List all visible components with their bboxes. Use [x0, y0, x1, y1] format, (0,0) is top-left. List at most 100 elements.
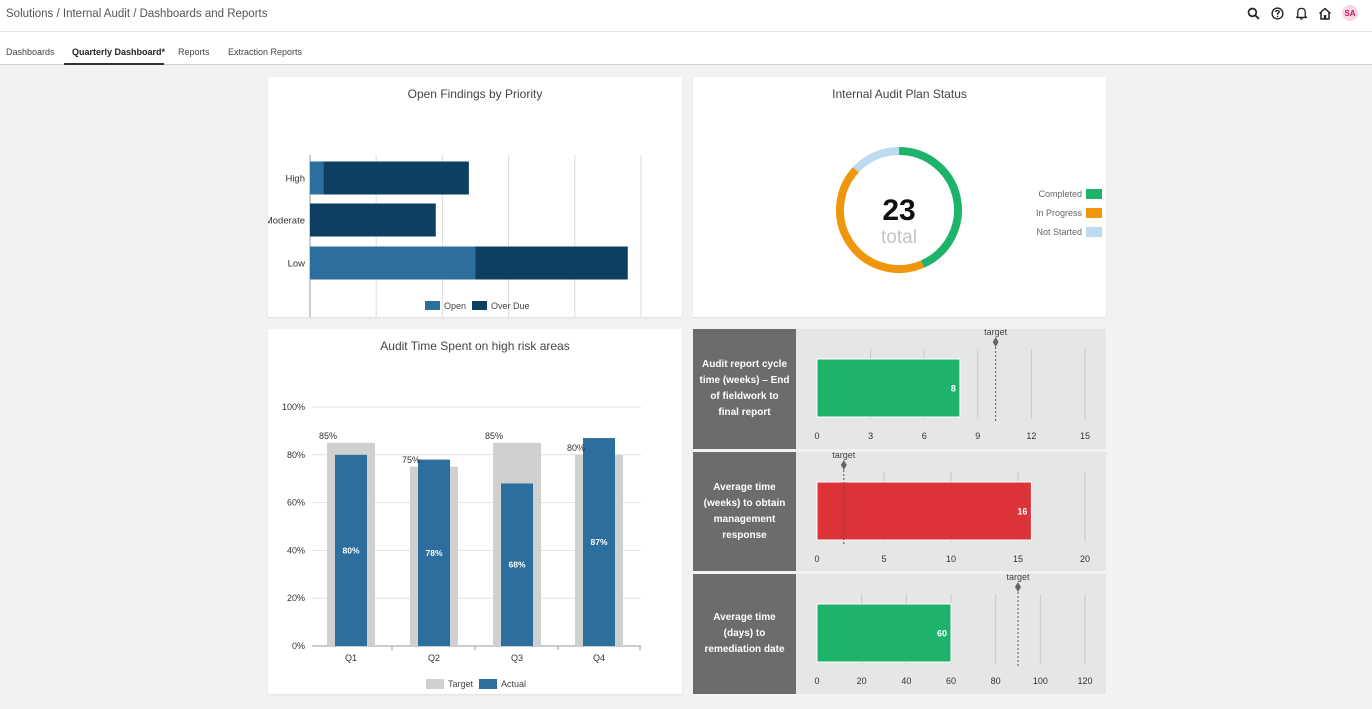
help-icon[interactable]	[1270, 6, 1284, 20]
kpi-target-label: target	[1006, 574, 1030, 582]
legend-overdue-label: Over Due	[491, 301, 530, 311]
kpi-response-chart: 0 5 10 15 20 16 target	[814, 452, 1090, 564]
target-data-label: 80%	[567, 443, 585, 453]
time-y-tick-label: 0%	[292, 641, 305, 651]
kpi-response-card: Average time (weeks) to obtain managemen…	[693, 452, 1106, 571]
avatar[interactable]: SA	[1342, 5, 1358, 21]
time-x-tick-label: Q1	[345, 653, 357, 663]
tab-bar: Dashboards Quarterly Dashboard* Reports …	[0, 32, 1372, 65]
actual-data-label: 87%	[590, 537, 607, 547]
findings-category-label: Moderate	[268, 216, 305, 227]
donut-notstarted-segment	[852, 147, 900, 173]
kpi-x-tick-label: 40	[901, 676, 911, 686]
top-bar: Solutions / Internal Audit / Dashboards …	[0, 0, 1372, 32]
kpi-x-tick-label: 20	[857, 676, 867, 686]
kpi-remediation-card: Average time (days) to remediation date …	[693, 574, 1106, 694]
bell-icon[interactable]	[1294, 6, 1308, 20]
kpi-value-label: 60	[937, 629, 947, 639]
kpi-x-tick-label: 5	[881, 554, 886, 564]
kpi-x-tick-label: 60	[946, 676, 956, 686]
donut-inprogress-segment	[836, 167, 925, 273]
legend-completed-swatch	[1086, 189, 1102, 199]
kpi-cycle-card: Audit report cycle time (weeks) – End of…	[693, 329, 1106, 449]
legend-not-started-label: Not Started	[1036, 227, 1082, 237]
actual-bar	[335, 454, 367, 646]
actual-bar	[501, 483, 533, 646]
tab-extraction-reports[interactable]: Extraction Reports	[228, 47, 303, 57]
findings-chart: 01020304050HighModerateLowOpenOver Due	[268, 155, 642, 317]
home-icon[interactable]	[1318, 6, 1332, 20]
findings-category-label: High	[285, 174, 305, 185]
findings-card: Open Findings by Priority 01020304050Hig…	[268, 77, 682, 317]
time-y-tick-label: 20%	[287, 593, 305, 603]
plan-status-chart-title: Internal Audit Plan Status	[832, 87, 967, 101]
time-y-tick-label: 60%	[287, 498, 305, 508]
legend-overdue-swatch	[472, 301, 487, 310]
findings-chart-title: Open Findings by Priority	[407, 87, 543, 101]
tab-dashboards[interactable]: Dashboards	[6, 47, 55, 57]
findings-overdue-bar	[323, 161, 469, 195]
kpi-response-label: Average time (weeks) to obtain managemen…	[693, 452, 796, 571]
header-icons: SA	[1246, 5, 1358, 21]
donut-total-value: 23	[882, 194, 915, 227]
kpi-x-tick-label: 15	[1080, 431, 1090, 441]
kpi-x-tick-label: 12	[1026, 431, 1036, 441]
tab-quarterly-dashboard[interactable]: Quarterly Dashboard*	[72, 47, 166, 57]
target-data-label: 75%	[402, 455, 420, 465]
kpi-target-marker	[1015, 582, 1021, 592]
findings-overdue-bar	[310, 203, 436, 237]
kpi-x-tick-label: 15	[1013, 554, 1023, 564]
time-spent-chart: 0% 20% 40% 60% 80% 100% 85% 80% Q1 75% 78% Q2 85% 68%…	[282, 402, 641, 689]
kpi-target-label: target	[984, 329, 1008, 337]
kpi-x-tick-label: 20	[1080, 554, 1090, 564]
legend-target-swatch	[426, 679, 444, 689]
kpi-x-tick-label: 0	[814, 431, 819, 441]
kpi-remediation-chart: 0 20 40 60 80 100 120 60 target	[814, 574, 1092, 686]
findings-open-bar	[310, 161, 324, 195]
kpi-target-marker	[992, 337, 999, 347]
kpi-cycle-label: Audit report cycle time (weeks) – End of…	[693, 329, 796, 449]
time-y-tick-label: 40%	[287, 545, 305, 555]
kpi-remediation-label: Average time (days) to remediation date	[693, 574, 796, 694]
time-y-tick-label: 100%	[282, 402, 305, 412]
kpi-target-label: target	[832, 452, 856, 460]
actual-data-label: 80%	[342, 545, 359, 555]
kpi-x-tick-label: 100	[1033, 676, 1048, 686]
active-tab-indicator	[64, 63, 164, 65]
findings-category-label: Low	[288, 259, 306, 270]
kpi-target-marker	[840, 460, 847, 470]
time-x-tick-label: Q3	[511, 653, 523, 663]
donut-total-label: total	[881, 227, 917, 248]
legend-not-started-swatch	[1086, 227, 1102, 237]
search-icon[interactable]	[1246, 6, 1260, 20]
target-data-label: 85%	[319, 431, 337, 441]
time-spent-card: Audit Time Spent on high risk areas 0% 20…	[268, 329, 682, 694]
time-y-tick-label: 80%	[287, 450, 305, 460]
findings-overdue-bar	[475, 246, 628, 280]
kpi-value-bar	[816, 481, 1032, 541]
kpi-x-tick-label: 120	[1077, 676, 1092, 686]
legend-actual-label: Actual	[501, 679, 526, 689]
kpi-x-tick-label: 3	[868, 431, 873, 441]
target-data-label: 85%	[485, 431, 503, 441]
kpi-value-bar	[816, 358, 961, 418]
findings-open-bar	[310, 246, 476, 280]
actual-bar	[418, 459, 450, 646]
legend-target-label: Target	[448, 679, 474, 689]
kpi-value-bar	[816, 603, 952, 663]
kpi-cycle-chart: 0 3 6 9 12 15 8 target	[814, 329, 1090, 441]
kpi-x-tick-label: 9	[975, 431, 980, 441]
legend-completed-label: Completed	[1038, 189, 1082, 199]
kpi-x-tick-label: 0	[814, 676, 819, 686]
kpi-x-tick-label: 10	[946, 554, 956, 564]
kpi-value-label: 8	[951, 384, 956, 394]
legend-actual-swatch	[479, 679, 497, 689]
tab-reports[interactable]: Reports	[178, 47, 210, 57]
actual-data-label: 68%	[508, 560, 525, 570]
legend-in-progress-label: In Progress	[1036, 208, 1083, 218]
actual-bar	[583, 438, 615, 646]
plan-status-card: Internal Audit Plan Status 23 total Comple…	[693, 77, 1106, 317]
breadcrumb[interactable]: Solutions / Internal Audit / Dashboards …	[6, 8, 268, 20]
legend-open-swatch	[425, 301, 440, 310]
